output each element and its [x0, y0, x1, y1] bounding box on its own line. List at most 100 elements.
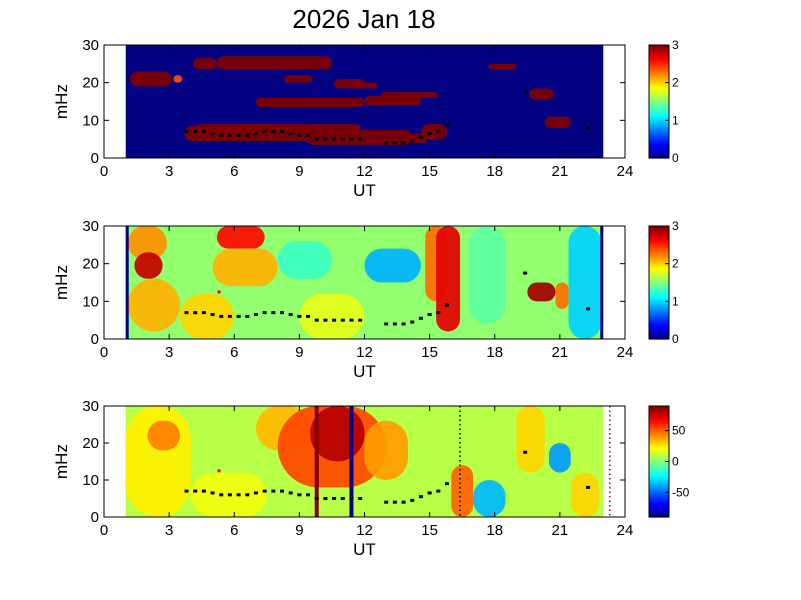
ridge-point: [306, 314, 311, 318]
y-tick-label: 0: [91, 331, 99, 348]
ridge-point: [219, 493, 224, 497]
colorbar-segment: [649, 440, 669, 444]
colorbar-segment: [649, 412, 669, 416]
ridge-point: [427, 491, 432, 495]
colorbar-segment: [649, 119, 669, 122]
colorbar-segment: [649, 494, 669, 497]
ridge-point: [349, 497, 354, 500]
spectral-region: [212, 248, 278, 287]
ridge-point: [210, 132, 215, 136]
spectral-region: [277, 241, 332, 279]
colorbar-segment: [649, 273, 669, 277]
colorbar-tick-label: 1: [672, 294, 679, 308]
colorbar-segment: [649, 71, 669, 74]
colorbar-segment: [649, 154, 669, 157]
x-tick-label: 12: [356, 522, 373, 539]
ridge-point: [280, 311, 285, 315]
ridge-point: [236, 493, 241, 497]
colorbar-segment: [649, 506, 669, 509]
colorbar-segment: [649, 106, 669, 110]
colorbar-segment: [649, 428, 669, 431]
colorbar-segment: [649, 268, 669, 271]
x-tick-label: 6: [230, 522, 238, 539]
colorbar-segment: [649, 131, 669, 134]
x-tick-label: 9: [295, 344, 303, 361]
ridge-point: [236, 133, 241, 137]
x-tick-label: 9: [295, 163, 303, 180]
ridge-point: [306, 133, 311, 137]
colorbar-segment: [649, 59, 669, 62]
colorbar-segment: [649, 277, 669, 280]
colorbar-segment: [649, 282, 669, 285]
colorbar-segment: [649, 423, 669, 426]
colorbar-segment: [649, 270, 669, 273]
ridge-point: [262, 130, 267, 134]
colorbar-segment: [649, 513, 669, 516]
colorbar-segment: [649, 442, 669, 445]
colorbar-segment: [649, 243, 669, 247]
spectral-region: [238, 124, 361, 132]
colorbar-segment: [649, 461, 669, 464]
colorbar-segment: [649, 515, 669, 518]
colorbar-segment: [649, 138, 669, 141]
ridge-point: [184, 489, 189, 493]
x-tick-label: 21: [552, 344, 569, 361]
plot-area: [104, 226, 625, 339]
colorbar-segment: [649, 108, 669, 111]
spectral-region: [364, 420, 408, 480]
colorbar-segment: [649, 87, 669, 90]
colorbar-segment: [649, 110, 669, 113]
colorbar-segment: [649, 129, 669, 133]
ridge-point: [340, 318, 345, 322]
colorbar-segment: [649, 477, 669, 480]
colorbar-segment: [649, 143, 669, 147]
plot-area: [104, 406, 625, 517]
spectral-region: [179, 293, 235, 339]
colorbar-segment: [649, 316, 669, 319]
spectral-region: [351, 82, 378, 89]
colorbar-segment: [649, 289, 669, 292]
colorbar-segment: [649, 254, 669, 257]
ridge-point: [436, 311, 441, 315]
colorbar-segment: [649, 53, 669, 57]
spectral-region: [216, 226, 265, 249]
ridge-point: [227, 314, 232, 318]
y-tick-label: 10: [82, 293, 99, 310]
ridge-point: [262, 489, 267, 493]
ridge-point: [358, 137, 363, 141]
ridge-point: [418, 316, 423, 320]
colorbar-segment: [649, 449, 669, 452]
colorbar-segment: [649, 120, 669, 124]
colorbar-tick-label: 0: [672, 455, 679, 469]
ridge-point: [436, 489, 441, 493]
colorbar-segment: [649, 275, 669, 278]
x-tick-label: 24: [617, 522, 634, 539]
x-tick-label: 0: [100, 344, 108, 361]
spectral-region: [527, 282, 556, 302]
spectral-region: [549, 443, 571, 473]
colorbar-segment: [649, 145, 669, 149]
colorbar-segment: [649, 435, 669, 438]
colorbar-segment: [649, 298, 669, 301]
colorbar-segment: [649, 504, 669, 508]
colorbar-segment: [649, 234, 669, 238]
colorbar-segment: [649, 437, 669, 440]
spectral-region: [364, 248, 421, 283]
colorbar-segment: [649, 136, 669, 140]
ridge-point: [586, 485, 591, 489]
colorbar-segment: [649, 57, 669, 60]
colorbar-segment: [649, 113, 669, 117]
ridge-point: [314, 497, 319, 500]
colorbar-segment: [649, 425, 669, 428]
colorbar-segment: [649, 73, 669, 76]
colorbar-segment: [649, 122, 669, 126]
colorbar-segment: [649, 317, 669, 321]
colorbar-segment: [649, 307, 669, 310]
ridge-point: [262, 311, 267, 315]
colorbar-segment: [649, 284, 669, 287]
colorbar-segment: [649, 328, 669, 331]
colorbar-segment: [649, 135, 669, 138]
x-tick-label: 12: [356, 163, 373, 180]
